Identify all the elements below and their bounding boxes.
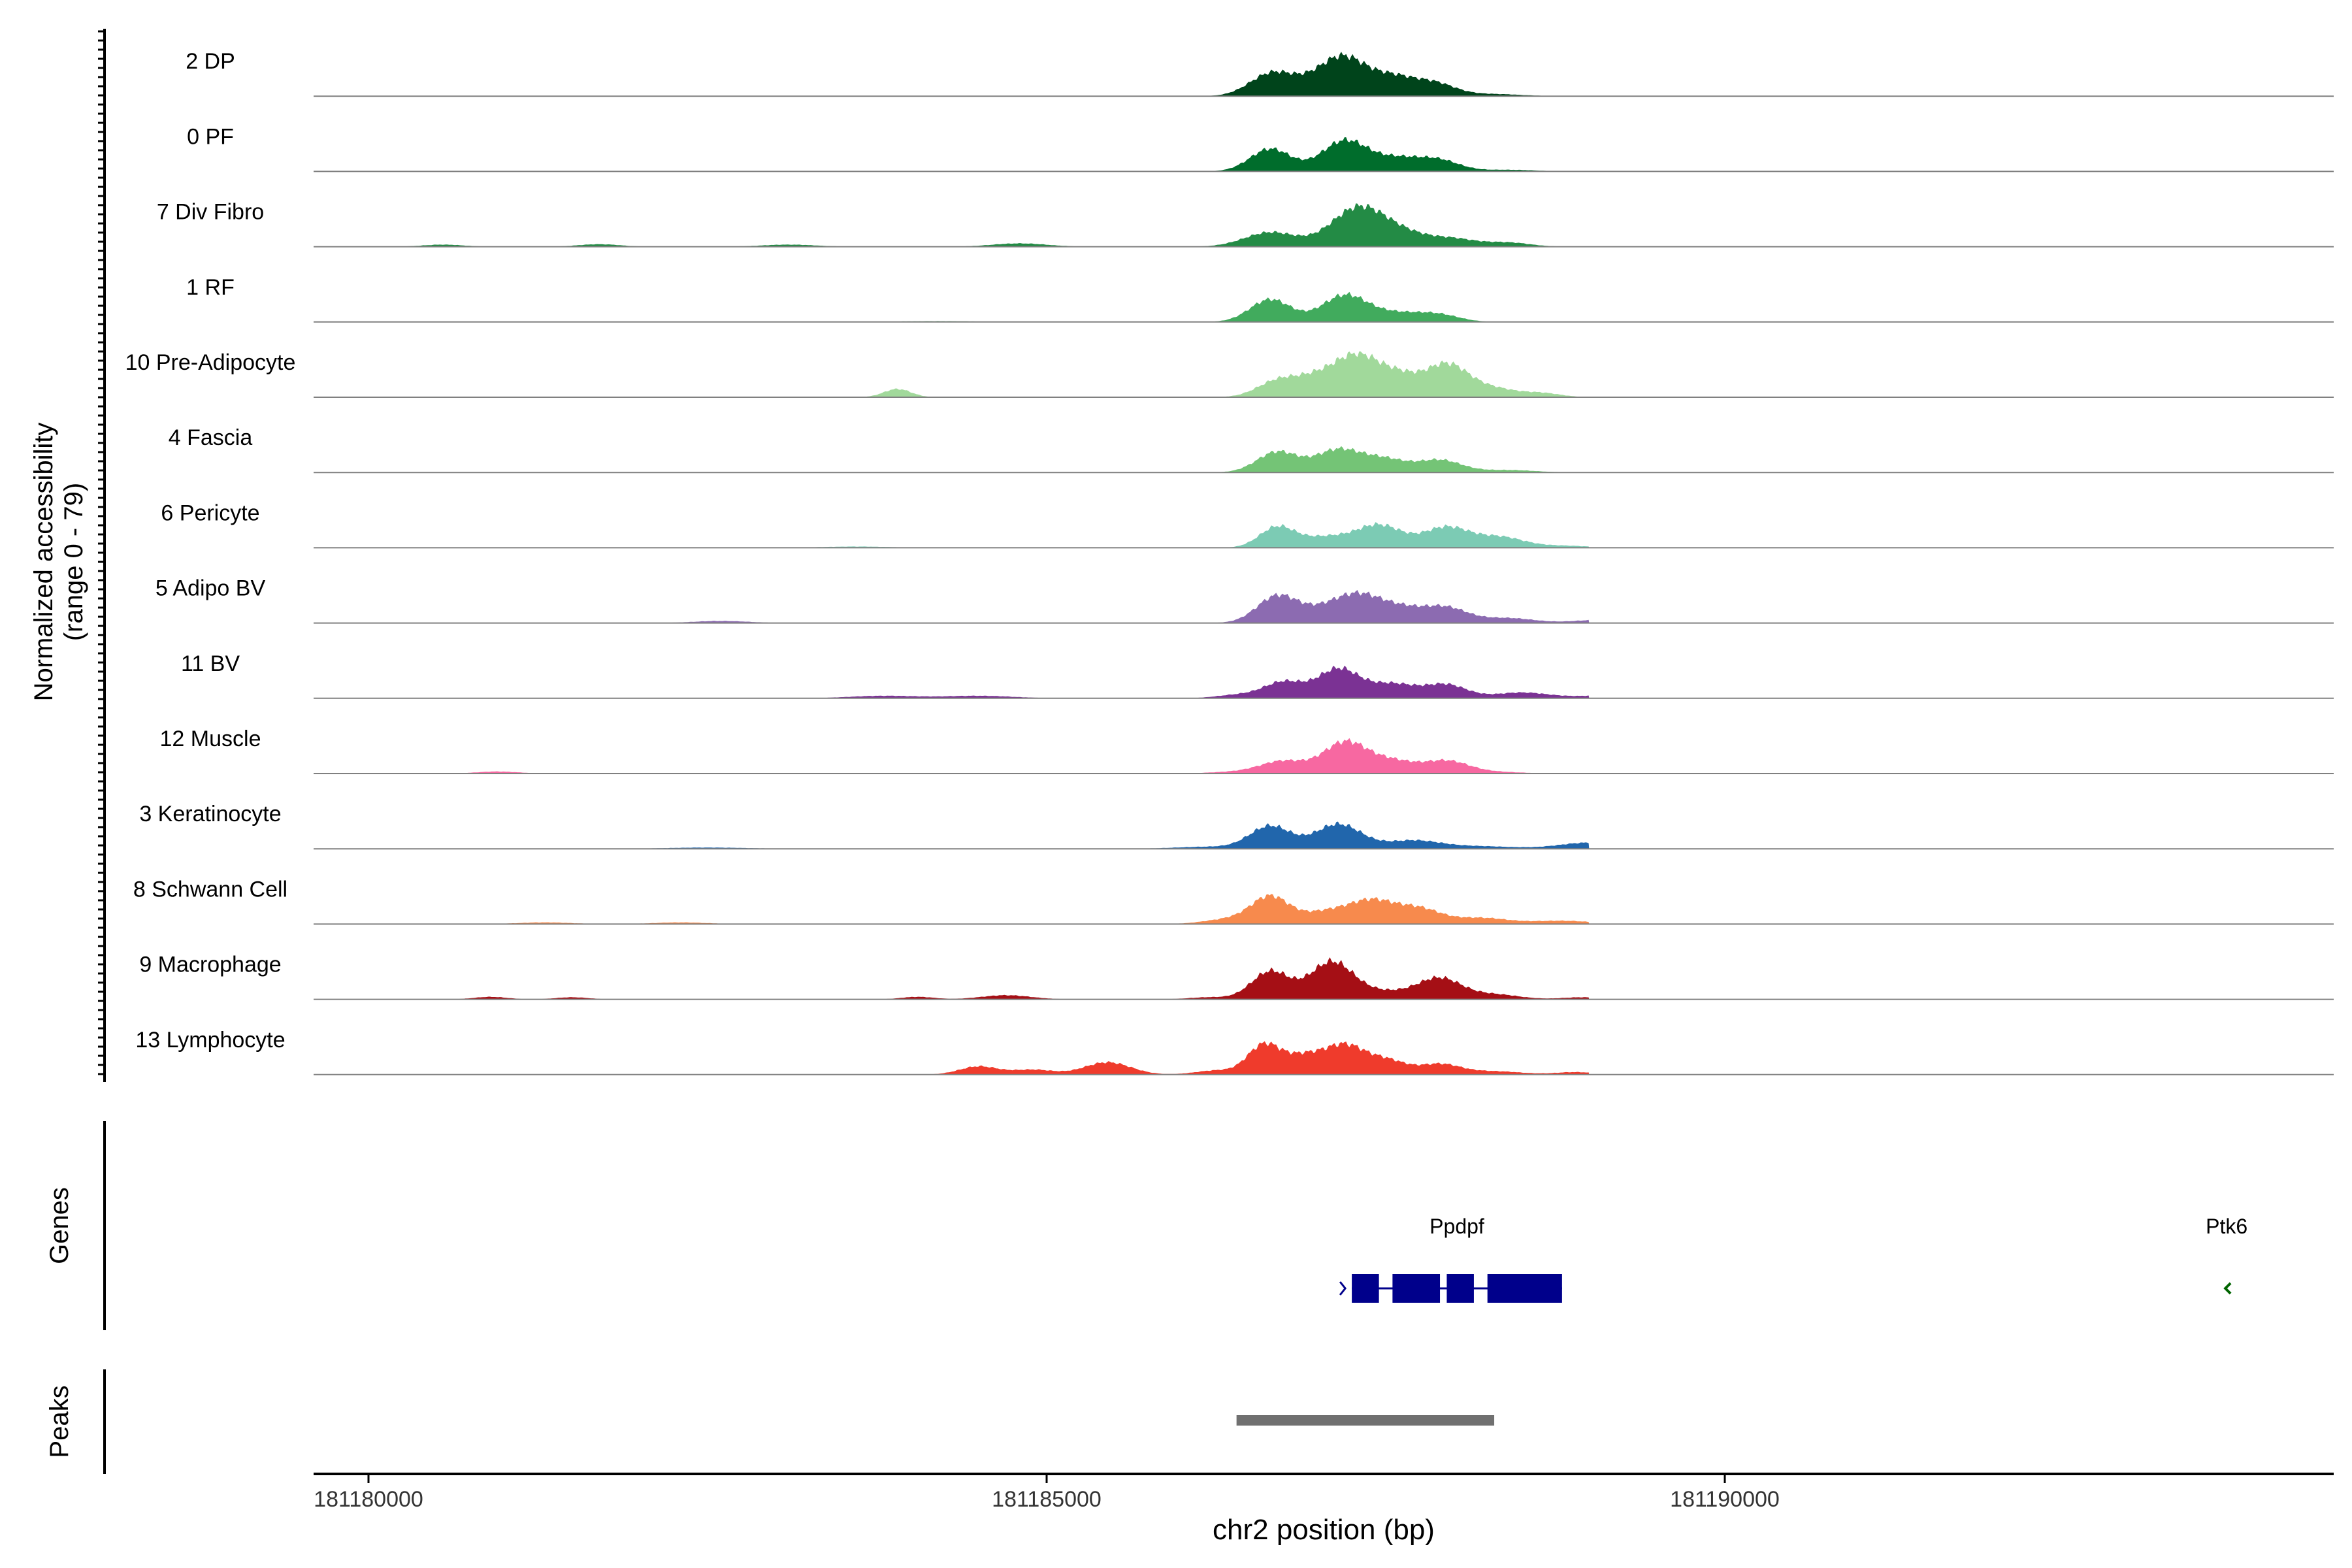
- track-13: 13 Lymphocyte: [135, 1028, 2334, 1075]
- track-label: 3 Keratinocyte: [139, 802, 281, 826]
- peak-regions: [1236, 1415, 1495, 1426]
- track-10: 3 Keratinocyte: [139, 802, 2334, 850]
- gene-exon: [1487, 1274, 1562, 1303]
- coverage-area: [273, 52, 1590, 97]
- coverage-area: [273, 446, 1590, 473]
- track-0: 2 DP: [186, 49, 2334, 97]
- track-label: 5 Adipo BV: [155, 576, 266, 601]
- coverage-area: [273, 137, 1590, 172]
- gene-exon: [1352, 1274, 1379, 1303]
- coverage-area: [273, 291, 1590, 322]
- y-axis-label: Normalized accessibility: [29, 423, 58, 702]
- gene-exon: [1392, 1274, 1441, 1303]
- genes-track-label: Genes: [45, 1187, 74, 1264]
- x-axis-ticks: 181180000 181185000 181190000: [314, 1474, 1780, 1512]
- gene-ppdpf: Ppdpf: [1339, 1215, 1562, 1303]
- track-label: 1 RF: [186, 275, 235, 300]
- y-axis-title: Normalized accessibility (range 0 - 79): [29, 423, 88, 702]
- y-axis-ticks: [98, 30, 105, 1075]
- gene-exon: [1446, 1274, 1474, 1303]
- track-label: 8 Schwann Cell: [133, 877, 287, 902]
- x-tick-label: 181180000: [314, 1487, 423, 1512]
- coverage-area: [273, 665, 1590, 698]
- gene-label: Ppdpf: [1429, 1215, 1484, 1238]
- strand-arrow-icon: [2223, 1282, 2232, 1295]
- track-label: 2 DP: [186, 49, 235, 74]
- track-9: 12 Muscle: [160, 727, 2334, 774]
- track-2: 7 Div Fibro: [157, 200, 2334, 248]
- gene-ptk6: Ptk6: [2206, 1215, 2247, 1295]
- track-label: 9 Macrophage: [139, 953, 281, 977]
- y-axis: [98, 29, 106, 1082]
- track-label: 4 Fascia: [169, 425, 253, 450]
- track-12: 9 Macrophage: [139, 953, 2334, 1000]
- track-1: 0 PF: [187, 124, 2334, 172]
- gene-models: Ppdpf Ptk6: [1339, 1215, 2247, 1303]
- y-axis-range-label: (range 0 - 79): [59, 483, 88, 641]
- x-tick-label: 181185000: [992, 1487, 1102, 1512]
- coverage-area: [273, 522, 1590, 548]
- track-label: 7 Div Fibro: [157, 200, 264, 225]
- peak-bar: [1236, 1415, 1495, 1426]
- track-6: 6 Pericyte: [161, 500, 2334, 549]
- track-4: 10 Pre-Adipocyte: [125, 350, 2334, 398]
- track-label: 13 Lymphocyte: [135, 1028, 285, 1053]
- coverage-tracks: 2 DP 0 PF 7 Div Fibro 1 RF 10 Pre-Adipocyte 4…: [125, 49, 2334, 1075]
- x-axis-label: chr2 position (bp): [1213, 1514, 1435, 1546]
- track-label: 10 Pre-Adipocyte: [125, 350, 296, 375]
- track-label: 12 Muscle: [160, 727, 261, 751]
- track-5: 4 Fascia: [169, 425, 2334, 474]
- peaks-track: Peaks: [45, 1369, 1495, 1474]
- track-11: 8 Schwann Cell: [133, 877, 2334, 925]
- peaks-track-label: Peaks: [45, 1385, 74, 1458]
- genes-track: Genes Ppdpf Ptk6: [45, 1121, 2247, 1330]
- track-7: 5 Adipo BV: [155, 576, 2334, 624]
- coverage-area: [273, 203, 1590, 247]
- coverage-area: [273, 590, 1590, 623]
- coverage-area: [273, 1041, 1590, 1075]
- track-3: 1 RF: [186, 275, 2334, 323]
- x-tick-label: 181190000: [1670, 1487, 1780, 1512]
- track-8: 11 BV: [181, 651, 2334, 699]
- x-axis: 181180000 181185000 181190000 chr2 positio…: [314, 1473, 2334, 1546]
- track-label: 11 BV: [181, 651, 240, 676]
- track-label: 0 PF: [187, 124, 234, 149]
- coverage-area: [273, 738, 1590, 774]
- track-label: 6 Pericyte: [161, 500, 259, 525]
- strand-arrow-icon: [1339, 1281, 1347, 1296]
- gene-label: Ptk6: [2206, 1215, 2247, 1238]
- coverage-area: [273, 351, 1590, 397]
- coverage-area: [273, 957, 1590, 1000]
- coverage-area: [273, 894, 1590, 924]
- coverage-area: [273, 821, 1590, 849]
